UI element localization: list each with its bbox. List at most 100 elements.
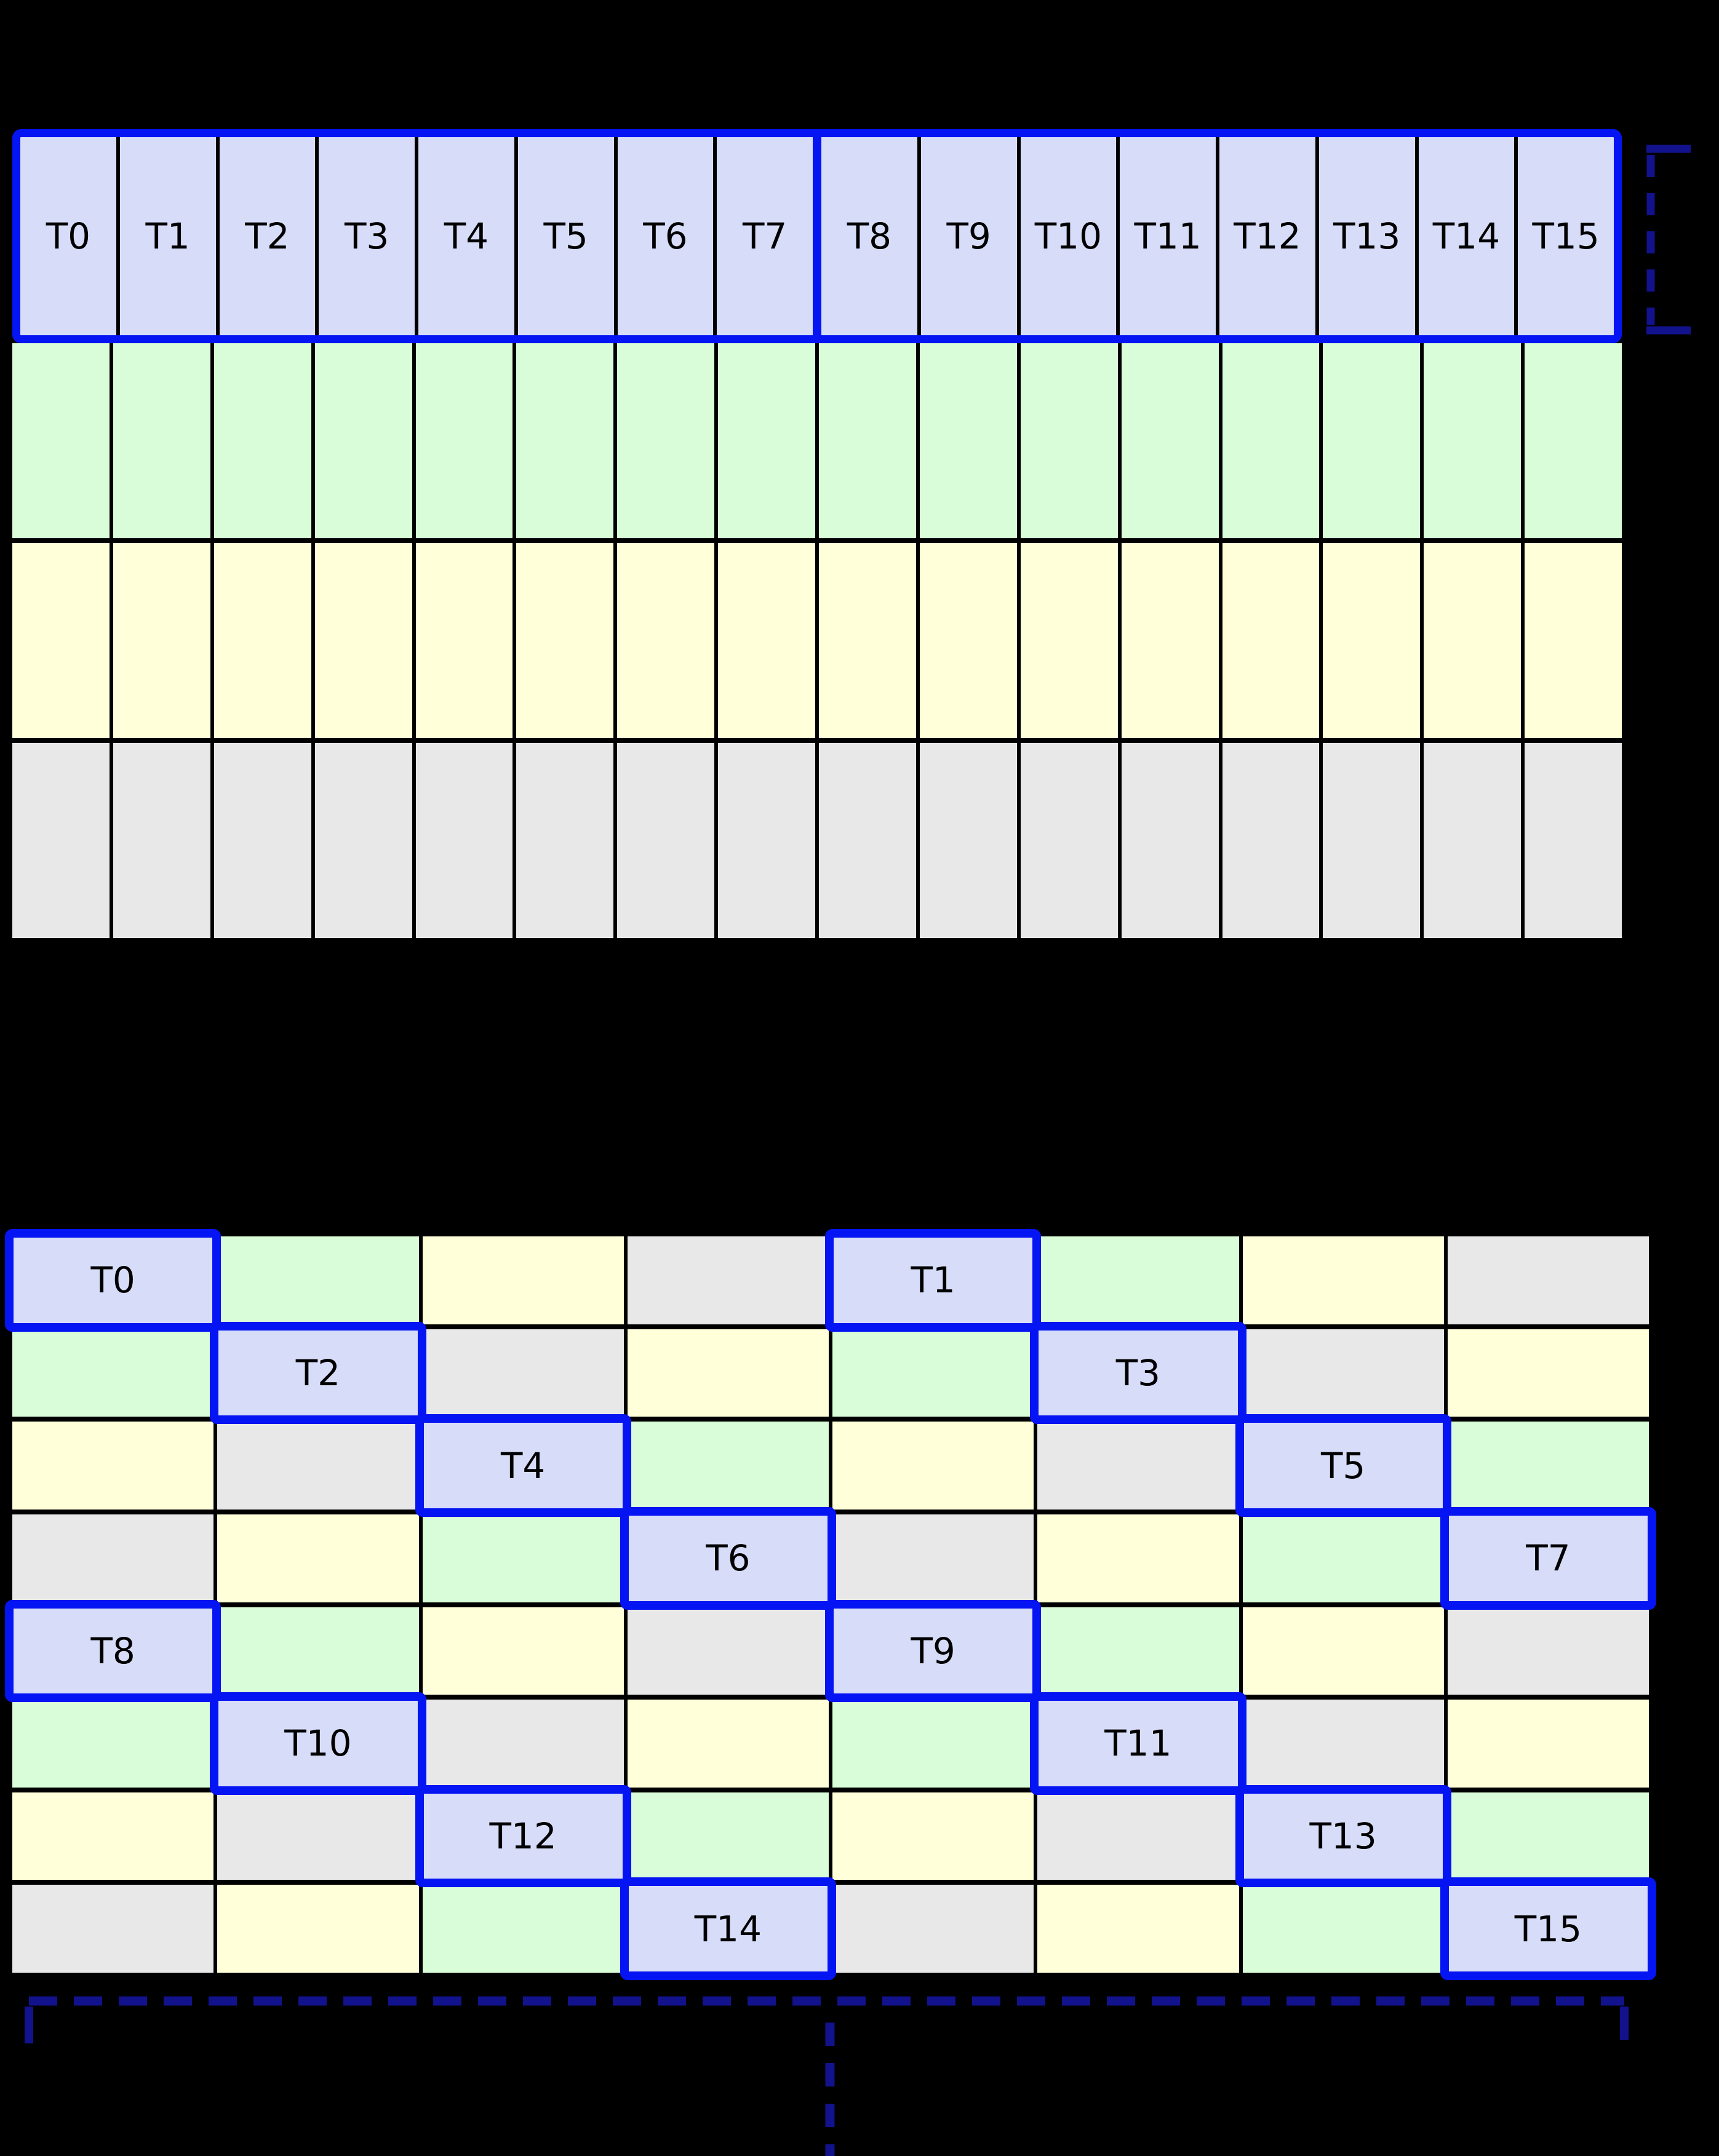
memory-cell [422, 1885, 624, 1973]
row-span-bracket-icon [1646, 145, 1691, 335]
thread-cell-T2: T2 [217, 1329, 419, 1417]
green-memory-cell [1424, 343, 1522, 538]
memory-cell [1242, 1700, 1444, 1788]
thread-label: T10 [284, 1722, 352, 1765]
green-memory-cell [718, 343, 815, 538]
thread-label: T5 [543, 215, 588, 257]
thread-label: T14 [694, 1907, 762, 1950]
thread-cell-T7: T7 [1447, 1514, 1649, 1602]
memory-cell [832, 1792, 1034, 1880]
thread-label: T9 [911, 1629, 955, 1672]
memory-cell [832, 1700, 1034, 1788]
memory-cell [1447, 1700, 1649, 1788]
thread-label: T1 [145, 215, 190, 257]
memory-cell [12, 1700, 214, 1788]
green-memory-cell [919, 343, 1017, 538]
thread-cell-T12: T12 [422, 1792, 624, 1880]
gray-memory-cell [919, 743, 1017, 938]
gray-memory-cell [12, 743, 110, 938]
gray-memory-cell [1020, 743, 1118, 938]
memory-cell [1447, 1329, 1649, 1417]
top-grid-memory-rows [12, 343, 1622, 938]
thread-label: T8 [90, 1629, 135, 1672]
gray-memory-cell [1121, 743, 1219, 938]
thread-group-divider [813, 137, 821, 335]
thread-group-0: T0 T1 T2 T3 T4 T5 T6 T7 [20, 137, 813, 335]
gray-memory-cell [819, 743, 916, 938]
memory-cell [422, 1607, 624, 1695]
thread-cell-T5: T5 [1242, 1422, 1444, 1510]
thread-label: T3 [344, 215, 389, 257]
thread-cell-T0: T0 [20, 137, 116, 335]
yellow-memory-cell [919, 543, 1017, 738]
thread-label: T13 [1333, 215, 1401, 257]
thread-cell-T6: T6 [617, 137, 714, 335]
memory-cell [627, 1236, 829, 1324]
memory-cell [1447, 1792, 1649, 1880]
thread-cell-T14: T14 [627, 1885, 829, 1973]
green-memory-cell [213, 343, 311, 538]
green-memory-cell [314, 343, 412, 538]
thread-cell-T13: T13 [1242, 1792, 1444, 1880]
green-memory-cell [819, 343, 916, 538]
thread-label: T7 [1526, 1537, 1571, 1580]
thread-label: T0 [90, 1259, 135, 1302]
yellow-memory-cell [113, 543, 210, 738]
thread-label: T0 [46, 215, 91, 257]
gray-memory-cell [1323, 743, 1421, 938]
gray-memory-cell [1222, 743, 1320, 938]
gray-memory-cell [213, 743, 311, 938]
yellow-memory-cell [213, 543, 311, 738]
thread-cell-T3: T3 [319, 137, 415, 335]
thread-label: T13 [1309, 1815, 1377, 1858]
thread-group-1: T8 T9 T10 T11 T12 T13 T14 T15 [821, 137, 1614, 335]
memory-cell [832, 1329, 1034, 1417]
yellow-memory-cell [1424, 543, 1522, 738]
thread-cell-T9: T9 [920, 137, 1017, 335]
gray-memory-cell [415, 743, 513, 938]
memory-cell [422, 1329, 624, 1417]
thread-label: T6 [706, 1537, 751, 1580]
thread-cell-T9: T9 [832, 1607, 1034, 1695]
thread-label: T8 [847, 215, 892, 257]
gray-memory-cell [718, 743, 815, 938]
thread-label: T12 [1234, 215, 1301, 257]
memory-cell [627, 1700, 829, 1788]
thread-label: T11 [1104, 1722, 1172, 1765]
memory-cell [1037, 1236, 1239, 1324]
memory-cell [217, 1236, 419, 1324]
thread-cell-T14: T14 [1418, 137, 1515, 335]
memory-cell [627, 1607, 829, 1695]
thread-label: T4 [500, 1444, 546, 1487]
thread-label: T10 [1034, 215, 1102, 257]
gray-memory-cell [516, 743, 614, 938]
thread-label: T14 [1432, 215, 1500, 257]
memory-cell [1037, 1607, 1239, 1695]
thread-label: T15 [1532, 215, 1600, 257]
memory-cell [832, 1514, 1034, 1602]
yellow-memory-cell [516, 543, 614, 738]
memory-cell [1242, 1514, 1444, 1602]
yellow-memory-cell [415, 543, 513, 738]
memory-cell [1447, 1236, 1649, 1324]
memory-cell [422, 1514, 624, 1602]
thread-label: T12 [489, 1815, 557, 1858]
thread-cell-T8: T8 [821, 137, 917, 335]
thread-cell-T1: T1 [119, 137, 216, 335]
memory-cell [1447, 1422, 1649, 1510]
memory-cell [12, 1514, 214, 1602]
grid-span-bracket-icon [25, 1996, 1629, 2043]
gray-memory-cell [617, 743, 715, 938]
yellow-memory-cell [12, 543, 110, 738]
gray-memory-cell [1525, 743, 1622, 938]
thread-cell-T8: T8 [12, 1607, 214, 1695]
memory-cell [12, 1885, 214, 1973]
memory-cell [832, 1885, 1034, 1973]
memory-cell [217, 1607, 419, 1695]
memory-cell [1242, 1885, 1444, 1973]
thread-label: T15 [1514, 1907, 1582, 1950]
thread-label: T2 [295, 1351, 341, 1394]
thread-cell-T2: T2 [219, 137, 316, 335]
